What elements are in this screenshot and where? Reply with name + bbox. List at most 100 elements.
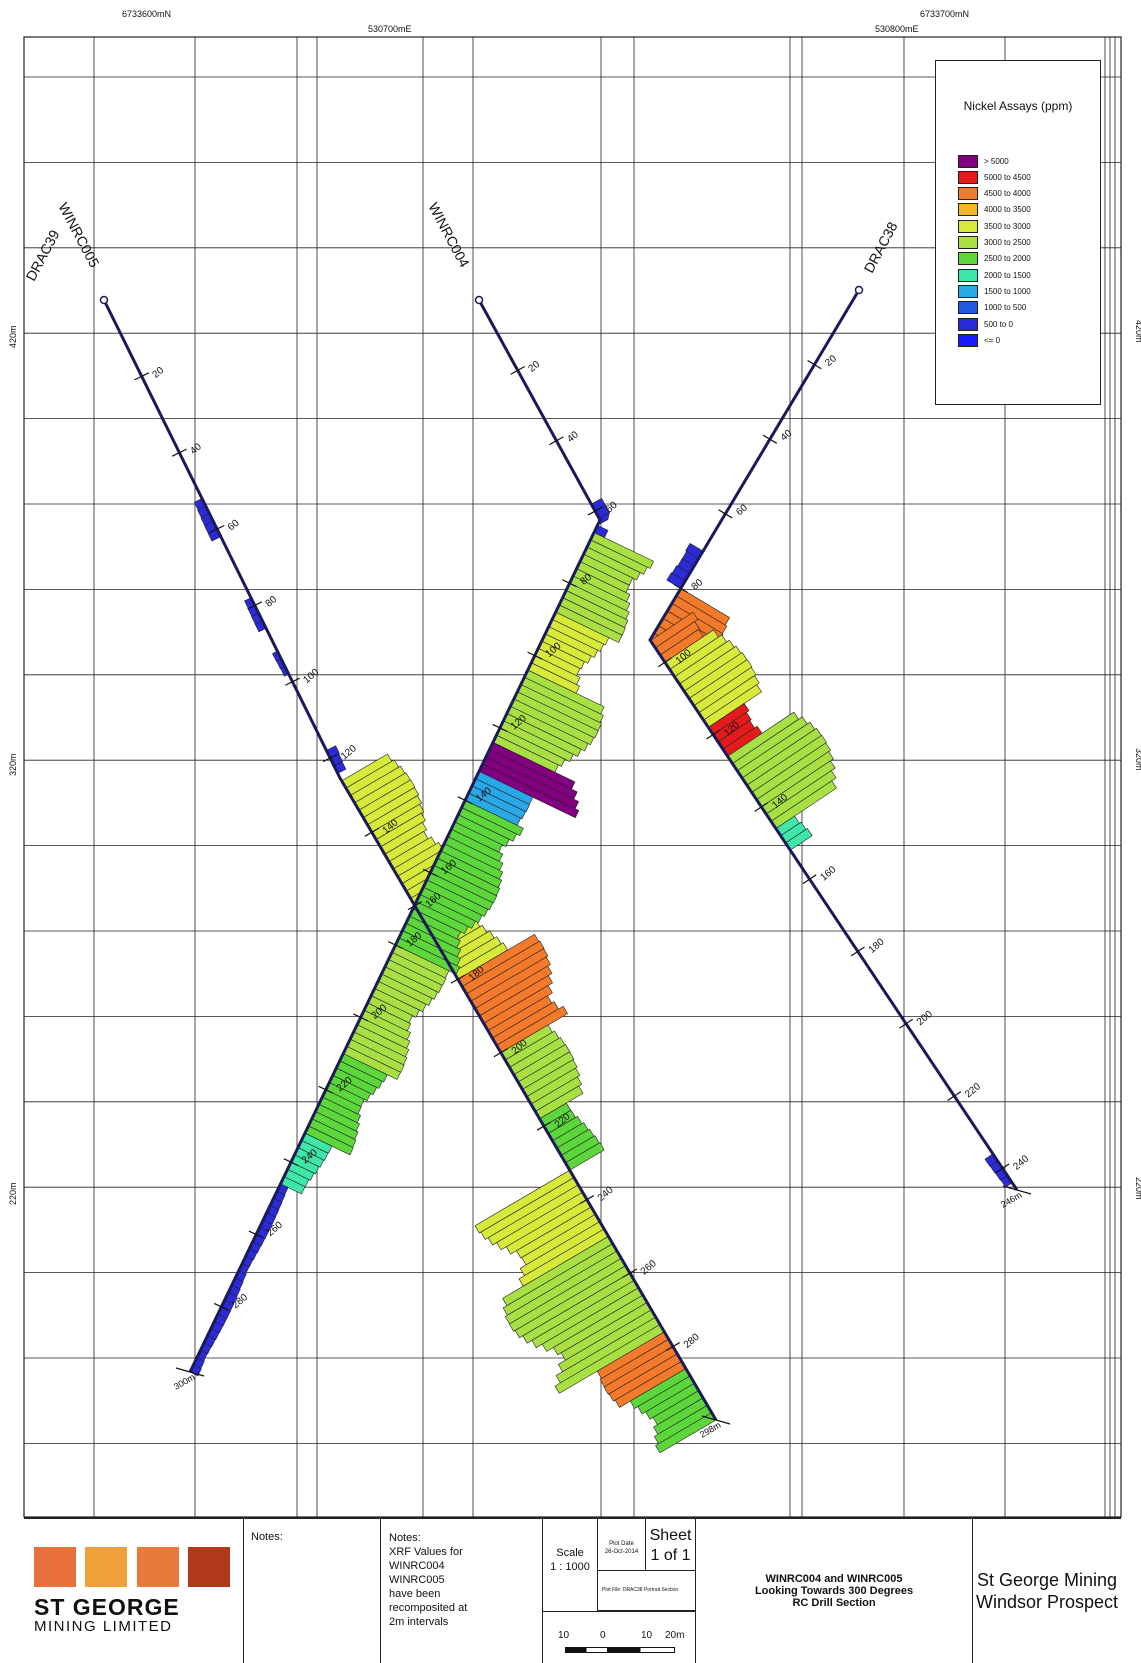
depth-tick [536, 1121, 552, 1131]
scalebar [565, 1647, 675, 1653]
depth-label: 200 [915, 1009, 935, 1028]
notes-cell: Notes: [243, 1519, 380, 1663]
section-title-cell: WINRC004 and WINRC005 Looking Towards 30… [695, 1519, 972, 1663]
elevation-label-right: 420m [1134, 320, 1141, 343]
hole-trace-winrc004 [188, 299, 602, 1373]
depth-tick [762, 434, 778, 444]
depth-tick [995, 1163, 1010, 1174]
legend-item: <= 0 [958, 332, 1000, 348]
elevation-label-right: 220m [1134, 1177, 1141, 1200]
collar-marker [854, 285, 864, 295]
plot-date-label: Plot Date [609, 1541, 634, 1547]
depth-label: 120 [339, 743, 359, 762]
depth-label: 160 [818, 864, 838, 883]
scalebar-cell: 10 0 10 20m [542, 1611, 695, 1663]
legend-swatch [958, 284, 978, 298]
notes-line: XRF Values for [389, 1546, 463, 1558]
depth-tick [947, 1091, 962, 1101]
legend-label: 4000 to 3500 [984, 205, 1031, 215]
depth-label: 260 [639, 1258, 659, 1277]
legend-item: 3000 to 2500 [958, 235, 1031, 251]
depth-label: 20 [823, 353, 839, 369]
legend-item: 2000 to 1500 [958, 267, 1031, 283]
elevation-label-right: 320m [1134, 748, 1141, 771]
scale-value: 1 : 1000 [550, 1561, 590, 1573]
legend-item: 1500 to 1000 [958, 283, 1031, 299]
collar-marker [99, 295, 109, 305]
legend-swatch [958, 170, 978, 184]
northing-label: 6733700mN [920, 9, 969, 19]
depth-tick [364, 827, 379, 837]
sheet-cell: Sheet 1 of 1 [645, 1519, 695, 1571]
plot-date-cell: Plot Date 26-Oct-2014 [597, 1519, 645, 1571]
hole-name-drac38: DRAC38 [861, 219, 901, 275]
scalebar-label: 10 [558, 1630, 570, 1641]
legend-item: 1000 to 500 [958, 300, 1026, 316]
notes-label: Notes: [251, 1531, 283, 1543]
legend-swatch [958, 187, 978, 201]
legend-label: 5000 to 4500 [984, 172, 1031, 182]
sheet-label: Sheet [649, 1527, 692, 1544]
end-of-hole-tick [1002, 1185, 1032, 1195]
depth-tick [587, 506, 603, 516]
depth-tick [706, 729, 721, 740]
company-logo: ST GEORGE MINING LIMITED [34, 1547, 230, 1639]
legend-swatch [958, 154, 978, 168]
depth-tick [353, 1013, 369, 1022]
legend-item: 500 to 0 [958, 316, 1013, 332]
notes-line: have been [389, 1588, 441, 1600]
scalebar-label: 0 [600, 1630, 606, 1641]
end-of-hole-label: 246m [999, 1190, 1023, 1210]
hole-name-winrc005: WINRC005 [55, 200, 102, 270]
hole-names: DRAC39 WINRC005 WINRC004 DRAC38 [23, 200, 901, 284]
depth-tick [247, 601, 263, 610]
collar-marker [474, 295, 484, 305]
plot-date: 26-Oct-2014 [604, 1549, 639, 1555]
depth-tick [527, 651, 543, 660]
elevation-label-left: 220m [8, 1182, 18, 1205]
legend-label: <= 0 [984, 335, 1001, 345]
legend-label: 1500 to 1000 [984, 286, 1031, 296]
sheet-value: 1 of 1 [650, 1547, 691, 1564]
depth-tick [718, 509, 733, 519]
title-block: ST GEORGE MINING LIMITED Notes: Notes: X… [24, 1517, 1121, 1663]
hole-trace-winrc005 [102, 299, 718, 1421]
plot-file: Plot File: DRAC38 Portrait Section [602, 1587, 679, 1593]
legend-label: 2500 to 2000 [984, 254, 1031, 264]
notes-line: WINRC004 [389, 1560, 445, 1572]
depth-tick [510, 365, 526, 375]
legend-item: > 5000 [958, 153, 1009, 169]
depth-tick [802, 874, 817, 885]
logo-tile [187, 1547, 230, 1587]
end-of-hole-tick [701, 1415, 731, 1425]
logo-tile [136, 1547, 179, 1587]
logo-tile [34, 1547, 76, 1587]
legend-swatch [958, 317, 978, 331]
scalebar-label: 20m [665, 1630, 685, 1641]
scale-label: Scale [556, 1547, 584, 1559]
hole-traces [99, 285, 1019, 1421]
depth-tick [850, 946, 865, 957]
logo-text-sub: MINING LIMITED [34, 1618, 173, 1635]
legend-item: 4500 to 4000 [958, 186, 1031, 202]
section-title-line: RC Drill Section [792, 1597, 876, 1609]
depth-tick [562, 579, 578, 588]
plot-file-cell: Plot File: DRAC38 Portrait Section [597, 1571, 695, 1611]
depth-label: 280 [682, 1331, 702, 1350]
logo-cell: ST GEORGE MINING LIMITED [24, 1519, 243, 1663]
legend-swatch [958, 219, 978, 233]
notes-xrf: Notes: XRF Values for WINRC004 WINRC005 … [389, 1531, 467, 1629]
depth-tick [407, 901, 423, 911]
legend-item: 2500 to 2000 [958, 251, 1031, 267]
logo-text-main: ST GEORGE [34, 1594, 180, 1620]
legend-swatch [958, 268, 978, 282]
legend-item: 4000 to 3500 [958, 202, 1031, 218]
depth-tick [549, 436, 564, 446]
legend-swatch [958, 236, 978, 249]
notes-line: WINRC005 [389, 1574, 445, 1586]
depth-tick [754, 801, 769, 812]
depth-tick [134, 372, 150, 381]
notes-line: 2m intervals [389, 1616, 449, 1628]
depth-tick [807, 359, 822, 370]
